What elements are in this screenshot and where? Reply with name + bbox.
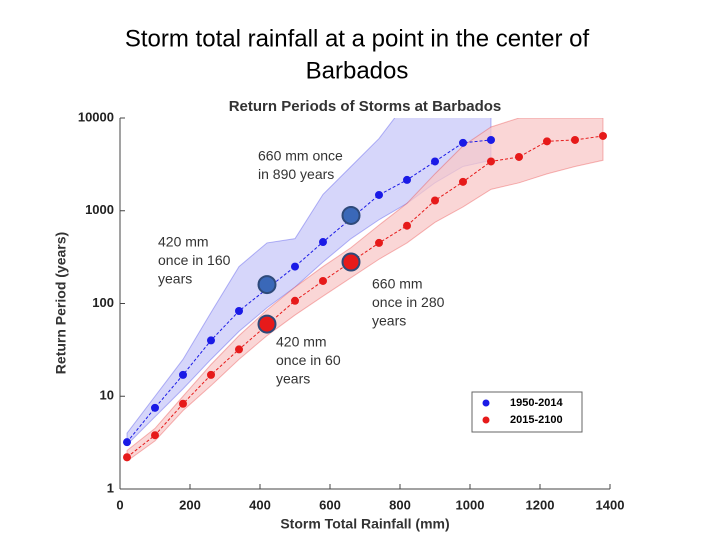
- x-tick-label: 0: [116, 497, 123, 512]
- data-point: [207, 336, 215, 345]
- data-point: [599, 131, 607, 140]
- y-tick-label: 100: [92, 295, 114, 310]
- legend-label: 1950-2014: [510, 397, 563, 409]
- highlight-marker: [341, 205, 361, 225]
- legend-swatch: [482, 399, 490, 407]
- x-tick-label: 200: [179, 497, 201, 512]
- data-point: [403, 175, 411, 184]
- annotation: 420 mm: [158, 234, 209, 250]
- data-point: [487, 135, 495, 144]
- annotation: years: [372, 313, 406, 329]
- legend-swatch: [482, 416, 490, 424]
- annotation: 420 mm: [276, 334, 327, 350]
- slide-title: Storm total rainfall at a point in the c…: [125, 25, 590, 52]
- chart-title: Return Periods of Storms at Barbados: [229, 98, 502, 115]
- slide-title: Barbados: [306, 57, 409, 84]
- data-point: [151, 403, 159, 412]
- data-point: [151, 431, 159, 440]
- x-tick-label: 1400: [596, 497, 625, 512]
- data-point: [123, 453, 131, 462]
- data-point: [487, 157, 495, 166]
- data-point: [179, 370, 187, 379]
- y-axis-label: Return Period (years): [53, 232, 69, 374]
- data-point: [375, 190, 383, 199]
- data-point: [235, 307, 243, 316]
- x-tick-label: 400: [249, 497, 271, 512]
- data-point: [571, 135, 579, 144]
- data-point: [459, 138, 467, 147]
- data-point: [375, 238, 383, 247]
- annotation: once in 280: [372, 294, 445, 310]
- data-point: [291, 262, 299, 271]
- series-line: [126, 139, 492, 443]
- legend-box: [471, 391, 583, 433]
- data-point: [319, 238, 327, 247]
- data-point: [431, 157, 439, 166]
- annotation: years: [158, 271, 192, 287]
- annotation: in 890 years: [258, 166, 334, 182]
- highlight-marker: [257, 275, 277, 295]
- data-point: [207, 370, 215, 379]
- annotation: 660 mm once: [258, 148, 343, 164]
- y-tick-label: 10000: [78, 109, 114, 124]
- annotation: once in 60: [276, 352, 341, 368]
- data-point: [459, 177, 467, 186]
- x-tick-label: 800: [389, 497, 411, 512]
- plot: 1 10 100 1000 10000 0 200 400 600 800 1000 1200 1400…: [78, 109, 625, 512]
- series-line: [126, 135, 604, 458]
- data-point: [319, 276, 327, 285]
- data-point: [291, 296, 299, 305]
- data-point: [403, 221, 411, 230]
- data-point: [179, 399, 187, 408]
- annotation: years: [276, 371, 310, 387]
- x-tick-label: 600: [319, 497, 341, 512]
- annotation: 660 mm: [372, 276, 423, 292]
- confidence-band: [126, 118, 604, 463]
- data-point: [543, 137, 551, 146]
- y-tick-label: 10: [100, 388, 114, 403]
- x-tick-label: 1000: [456, 497, 485, 512]
- annotation: once in 160: [158, 252, 231, 268]
- data-point: [515, 152, 523, 161]
- data-point: [431, 196, 439, 205]
- x-axis-label: Storm Total Rainfall (mm): [280, 516, 449, 532]
- data-point: [235, 345, 243, 354]
- y-tick-label: 1000: [85, 202, 114, 217]
- x-tick-label: 1200: [526, 497, 555, 512]
- legend-label: 2015-2100: [510, 414, 563, 426]
- highlight-marker: [257, 314, 277, 334]
- data-point: [123, 438, 131, 447]
- y-tick-label: 1: [107, 480, 114, 495]
- highlight-marker: [341, 252, 361, 272]
